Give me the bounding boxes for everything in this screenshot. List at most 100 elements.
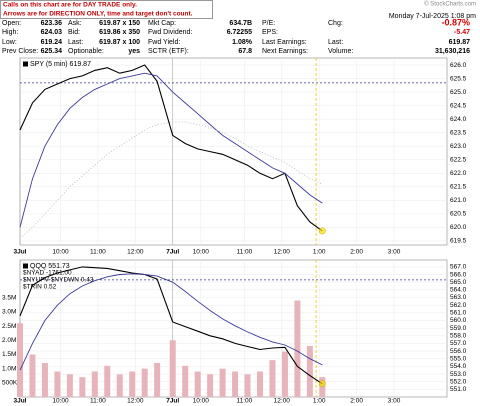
- quote-label: P/E:: [262, 20, 275, 27]
- y-tick-label: 554.0: [450, 363, 467, 370]
- quote-value: 619.87: [449, 39, 471, 46]
- quote-value: -5.47: [454, 29, 470, 36]
- volume-bar: [306, 345, 313, 397]
- legend-note: $NYUPV-$NYDWN 0.43: [23, 277, 94, 284]
- volume-bar: [66, 374, 73, 397]
- x-tick-label: 7Jul: [166, 249, 179, 256]
- legend-swatch: [23, 263, 28, 269]
- y-tick-label: 619.5: [450, 238, 467, 245]
- date: Monday 7-Jul-2025 1:08 pm: [389, 13, 476, 20]
- volume-bar: [256, 371, 263, 397]
- x-tick-label: 2:00: [350, 398, 363, 405]
- y-tick-label: 625.5: [450, 75, 467, 82]
- x-tick-label: 7Jul: [166, 398, 179, 405]
- plot-area: [19, 57, 448, 246]
- note-line: Calls on this chart are for DAY TRADE on…: [3, 2, 137, 9]
- y-tick-label: 624.0: [450, 116, 467, 123]
- quote-value: 619.87 x 150: [99, 20, 140, 27]
- quote-label: Mkt Cap:: [148, 20, 176, 27]
- volume-bar: [244, 374, 251, 397]
- volume-bar: [141, 368, 148, 397]
- legend-note: $TRIN 0.52: [23, 284, 57, 291]
- y2-tick-label: 3.5M: [2, 294, 16, 301]
- quote-label: Optionable:: [68, 48, 104, 55]
- volume-bar: [29, 354, 36, 397]
- y2-tick-label: 2.5M: [2, 323, 16, 330]
- y-tick-label: 558.0: [450, 332, 467, 339]
- price-line: [19, 266, 323, 385]
- y-tick-label: 622.5: [450, 156, 467, 163]
- quote-value: yes: [128, 48, 140, 55]
- x-tick-label: 3:00: [388, 398, 401, 405]
- y-tick-label: 565.0: [450, 279, 467, 286]
- x-tick-label: 11:00: [237, 398, 253, 405]
- x-tick-label: 10:00: [52, 398, 69, 405]
- volume-bar: [194, 371, 201, 397]
- x-tick-label: 12:00: [274, 249, 291, 256]
- quote-label: Fwd Dividend:: [148, 29, 192, 36]
- y-tick-label: 625.0: [450, 89, 467, 96]
- volume-bar: [269, 360, 276, 397]
- x-tick-label: 12:00: [274, 398, 291, 405]
- volume-bar: [116, 374, 123, 397]
- volume-bar: [182, 365, 189, 397]
- x-tick-label: 10:00: [193, 398, 210, 405]
- quote-label: Next Earnings:: [262, 48, 308, 55]
- volume-bar: [79, 377, 86, 397]
- y2-tick-label: 3.0M: [2, 309, 16, 316]
- volume-bar: [54, 371, 61, 397]
- y-tick-label: 626.0: [450, 62, 467, 69]
- volume-bar: [41, 362, 48, 397]
- quote-value: 625.34: [41, 48, 63, 55]
- y2-tick-label: 2.0M: [2, 337, 16, 344]
- x-tick-label: 3Jul: [13, 249, 26, 256]
- quote-value: 67.8: [238, 48, 252, 55]
- quote-value: 624.03: [41, 29, 63, 36]
- legend-label: SPY (5 min) 619.87: [30, 61, 91, 68]
- x-tick-label: 11:00: [90, 398, 106, 405]
- quote-value: 31,630,216: [435, 48, 470, 55]
- legend-swatch: [23, 61, 28, 67]
- y-tick-label: 620.0: [450, 224, 467, 231]
- x-tick-label: 11:00: [90, 249, 106, 256]
- y-tick-label: 622.0: [450, 170, 467, 177]
- x-tick-label: 10:00: [193, 249, 210, 256]
- moving-average: [19, 121, 323, 239]
- moving-average: [19, 273, 323, 371]
- y-tick-label: 562.0: [450, 302, 467, 309]
- volume-bar: [104, 365, 111, 397]
- volume-bar: [154, 362, 161, 397]
- y-tick-label: 623.5: [450, 129, 467, 136]
- x-tick-label: 3Jul: [13, 398, 26, 405]
- y-tick-label: 620.5: [450, 211, 467, 218]
- quote-value: 619.86 x 350: [99, 29, 140, 36]
- last-price-marker: [318, 380, 326, 388]
- x-tick-label: 12:00: [127, 249, 144, 256]
- y-tick-label: 624.5: [450, 102, 467, 109]
- volume-bar: [91, 371, 98, 397]
- volume-bar: [17, 323, 23, 397]
- quote-label: Ask:: [68, 20, 82, 27]
- quote-label: Volume:: [328, 48, 353, 55]
- y-tick-label: 623.0: [450, 143, 467, 150]
- x-tick-label: 12:00: [127, 398, 144, 405]
- legend-note: $NYAD -1761.00: [23, 270, 72, 277]
- quote-label: Bid:: [68, 29, 80, 36]
- quote-label: Last Earnings:: [262, 39, 307, 46]
- quote-value: 634.7B: [229, 20, 252, 27]
- quote-label: Low:: [2, 39, 17, 46]
- x-tick-label: 1:00: [313, 249, 326, 256]
- volume-bar: [207, 374, 214, 397]
- y-tick-label: 560.0: [450, 317, 467, 324]
- legend-label: QQQ 551.73: [30, 263, 70, 270]
- y-tick-label: 566.0: [450, 271, 467, 278]
- y2-tick-label: 500K: [2, 380, 18, 387]
- volume-bar: [129, 371, 136, 397]
- y-tick-label: 556.0: [450, 348, 467, 355]
- volume-bar: [232, 371, 239, 397]
- y-tick-label: 555.0: [450, 355, 467, 362]
- quote-label: EPS:: [262, 29, 278, 36]
- y2-tick-label: 1.0M: [2, 365, 16, 372]
- y-tick-label: 557.0: [450, 340, 467, 347]
